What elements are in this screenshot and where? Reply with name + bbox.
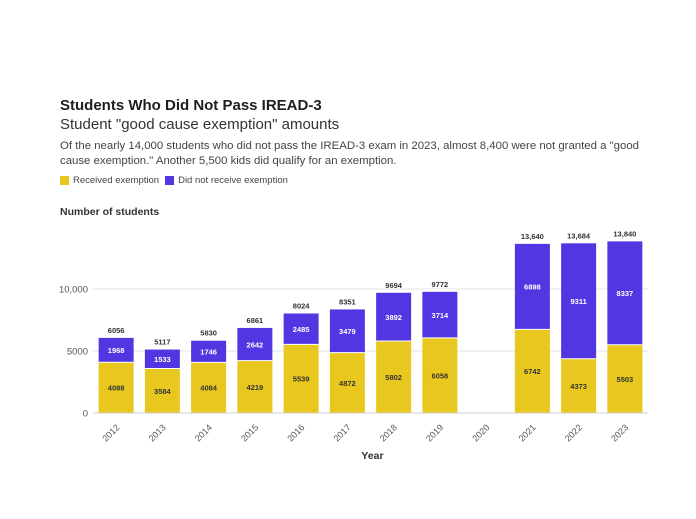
data-label-received: 5802	[385, 373, 402, 382]
data-label-not-received: 2485	[293, 325, 310, 334]
data-label-total: 5117	[154, 338, 170, 347]
x-tick-label: 2020	[470, 422, 491, 443]
bar-not-received	[607, 241, 643, 345]
bar-not-received	[283, 313, 319, 345]
y-tick-label: 5000	[67, 347, 88, 358]
bar-not-received	[191, 340, 227, 363]
bar-received	[144, 368, 180, 413]
chart-description: Of the nearly 14,000 students who did no…	[60, 140, 639, 167]
bar-not-received	[144, 349, 180, 369]
x-tick-label: 2018	[378, 422, 399, 443]
x-tick-label: 2017	[332, 422, 353, 443]
data-label-total: 13,840	[613, 229, 636, 238]
chart-subtitle: Student "good cause exemption" amounts	[60, 116, 340, 133]
data-label-received: 4088	[108, 384, 125, 393]
data-label-not-received: 1533	[154, 355, 171, 364]
data-label-total: 6861	[247, 316, 264, 325]
data-label-not-received: 3714	[432, 311, 450, 320]
bar-not-received	[422, 291, 458, 338]
bar-received	[422, 337, 458, 413]
bar-received	[98, 362, 134, 413]
x-tick-label: 2012	[100, 422, 121, 443]
bar-not-received	[237, 327, 273, 361]
x-tick-label: 2015	[239, 422, 260, 443]
data-label-received: 6742	[524, 367, 541, 376]
legend-swatch-not-received	[165, 176, 175, 185]
data-label-total: 13,640	[521, 232, 544, 241]
bar-received	[329, 352, 365, 413]
data-label-received: 4373	[570, 382, 587, 391]
legend-item-received[interactable]: Received exemption	[60, 175, 159, 186]
legend-swatch-received	[60, 176, 69, 185]
data-label-received: 4872	[339, 379, 356, 388]
data-label-total: 8351	[339, 297, 356, 306]
data-label-not-received: 6898	[524, 283, 541, 292]
x-tick-label: 2022	[563, 422, 584, 443]
bar-not-received	[514, 243, 550, 330]
x-tick-label: 2014	[193, 422, 214, 443]
x-tick-label: 2021	[517, 422, 538, 443]
x-axis-title: Year	[361, 450, 383, 462]
bar-received	[561, 358, 597, 413]
legend-item-not-received[interactable]: Did not receive exemption	[165, 175, 288, 186]
data-label-not-received: 3892	[385, 313, 402, 322]
chart-title: Students Who Did Not Pass IREAD-3	[60, 97, 322, 114]
x-tick-label: 2013	[147, 422, 168, 443]
bar-received	[283, 344, 319, 413]
data-label-received: 5539	[293, 375, 310, 384]
x-tick-label: 2016	[285, 422, 306, 443]
bar-not-received	[329, 309, 365, 353]
y-axis-title: Number of students	[60, 206, 160, 218]
bar-received	[514, 329, 550, 413]
x-tick-label: 2019	[424, 422, 445, 443]
bar-not-received	[98, 337, 134, 363]
bar-received	[237, 360, 273, 413]
data-label-received: 4084	[200, 384, 218, 393]
data-label-not-received: 8337	[617, 289, 634, 298]
data-label-not-received: 2642	[247, 340, 264, 349]
bar-not-received	[376, 292, 412, 342]
y-tick-label: 0	[83, 409, 88, 420]
bar-received	[607, 344, 643, 413]
data-label-total: 13,684	[567, 231, 591, 240]
data-label-received: 4219	[247, 383, 264, 392]
data-label-not-received: 9311	[570, 297, 586, 306]
legend-label-not-received: Did not receive exemption	[178, 175, 288, 186]
bar-received	[376, 341, 412, 413]
legend-label-received: Received exemption	[73, 175, 160, 186]
data-label-total: 9772	[432, 280, 449, 289]
data-label-not-received: 3479	[339, 327, 356, 336]
data-label-not-received: 1746	[200, 348, 217, 357]
legend: Received exemption Did not receive exemp…	[60, 175, 294, 186]
data-label-total: 5830	[200, 329, 217, 338]
data-label-not-received: 1968	[108, 346, 125, 355]
data-label-received: 5503	[617, 375, 634, 384]
data-label-total: 6056	[108, 326, 125, 335]
y-tick-label: 10,000	[59, 285, 88, 296]
x-tick-label: 2023	[609, 422, 630, 443]
data-label-total: 8024	[293, 302, 311, 311]
data-label-received: 6058	[432, 371, 449, 380]
data-label-total: 9694	[385, 281, 403, 290]
data-label-received: 3584	[154, 387, 172, 396]
bar-not-received	[561, 243, 597, 359]
bar-received	[191, 362, 227, 413]
